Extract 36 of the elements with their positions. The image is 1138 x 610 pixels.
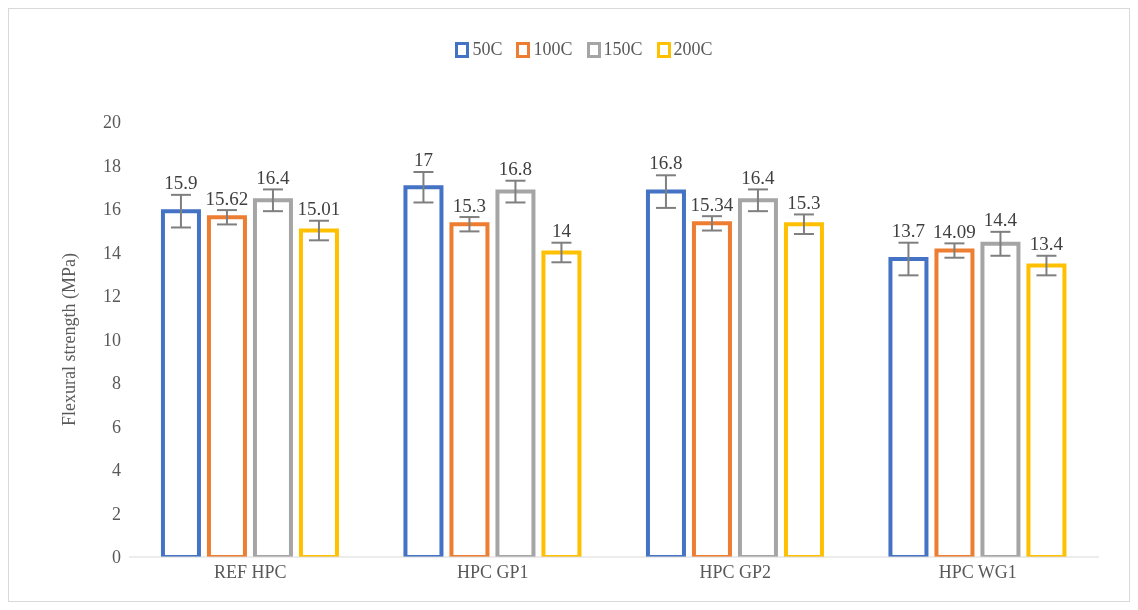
data-label: 14.09 <box>933 220 976 242</box>
x-tick-label: REF HPC <box>213 561 287 582</box>
y-tick-label: 8 <box>112 373 121 394</box>
legend-label: 50C <box>472 39 503 60</box>
data-label: 15.9 <box>164 172 198 193</box>
y-tick-label: 20 <box>103 112 121 133</box>
data-label: 15.3 <box>787 191 821 213</box>
data-label: 15.3 <box>452 194 487 216</box>
legend-label: 150C <box>603 39 643 60</box>
y-tick-label: 2 <box>112 503 121 524</box>
x-tick-label: HPC GP2 <box>699 561 772 582</box>
x-tick-label: HPC WG1 <box>938 561 1017 582</box>
data-label: 16.8 <box>498 158 533 180</box>
y-tick-label: 14 <box>103 242 121 263</box>
data-label: 16.4 <box>741 166 776 188</box>
y-tick-label: 18 <box>103 155 121 176</box>
data-label: 14.4 <box>983 209 1018 231</box>
data-label: 15.62 <box>205 187 249 209</box>
x-tick-label: HPC GP1 <box>456 561 529 582</box>
data-label: 14 <box>551 220 572 242</box>
y-tick-label: 12 <box>103 286 121 307</box>
data-label: 16.4 <box>256 166 291 188</box>
data-label: 15.01 <box>297 198 341 220</box>
data-label: 17 <box>413 149 433 171</box>
data-label: 13.4 <box>1029 233 1064 255</box>
y-tick-label: 16 <box>103 199 121 220</box>
data-label: 16.8 <box>649 152 683 174</box>
y-axis-title: Flexural strength (MPa) <box>59 253 81 426</box>
y-tick-label: 0 <box>112 547 121 568</box>
legend-label: 100C <box>533 39 573 60</box>
y-tick-label: 4 <box>112 460 121 481</box>
y-tick-label: 6 <box>112 416 121 437</box>
y-tick-label: 10 <box>103 329 121 350</box>
data-label: 15.34 <box>690 193 734 215</box>
data-label: 13.7 <box>891 219 926 241</box>
legend-label: 200C <box>673 39 713 60</box>
